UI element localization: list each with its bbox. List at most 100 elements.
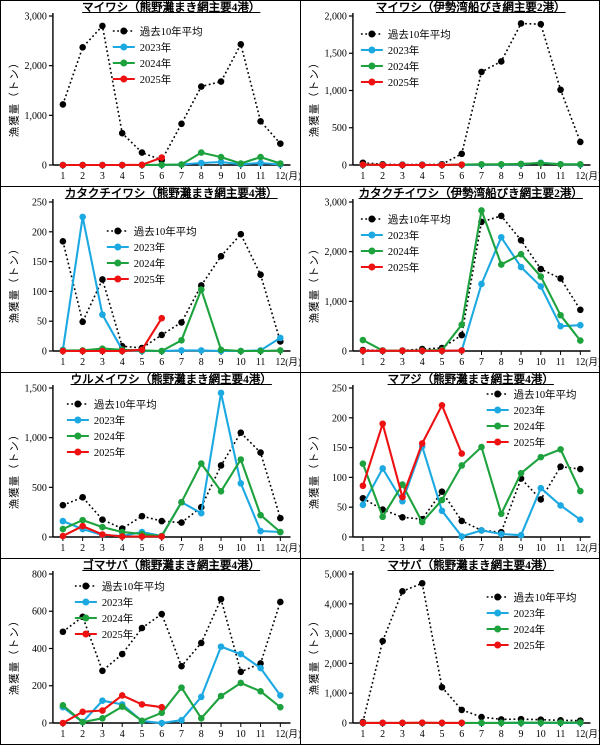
data-point-marker xyxy=(217,488,225,495)
data-point-marker xyxy=(237,480,245,487)
x-tick-label: 4 xyxy=(419,357,424,368)
y-tick-label: 1,500 xyxy=(24,383,46,394)
data-point-marker xyxy=(257,688,264,695)
legend-label: 2025年 xyxy=(387,261,418,274)
series-2025年 xyxy=(59,522,166,540)
data-point-marker xyxy=(138,512,146,520)
data-point-marker xyxy=(99,715,106,722)
x-tick-label: 3 xyxy=(399,357,404,368)
data-point-marker xyxy=(158,533,166,540)
data-point-marker xyxy=(477,207,485,214)
data-point-marker xyxy=(438,683,445,691)
data-point-marker xyxy=(457,533,465,540)
legend-marker-dot xyxy=(493,406,501,414)
data-point-marker xyxy=(197,460,205,467)
data-point-marker xyxy=(99,667,106,675)
series-line xyxy=(62,681,281,724)
x-tick-label: 2 xyxy=(80,357,85,368)
data-point-marker xyxy=(79,718,86,726)
y-ticks: 0 1,000 2,000 3,000 xyxy=(324,197,353,358)
data-point-marker xyxy=(457,517,465,525)
x-tick-label: 7 xyxy=(478,357,483,368)
x-tick-label: 8 xyxy=(199,543,204,554)
x-tick-label: 9 xyxy=(518,171,523,182)
x-tick-label: 5 xyxy=(139,357,144,368)
data-point-marker xyxy=(438,161,445,169)
x-tick-label: 12 xyxy=(275,543,285,554)
data-point-marker xyxy=(398,493,406,501)
legend: 過去10年平均 2023年 2024年 2025年 xyxy=(112,25,203,86)
data-point-marker xyxy=(158,719,166,727)
y-tick-label: 1,000 xyxy=(24,433,46,444)
data-point-marker xyxy=(237,41,245,48)
x-tick-label: 11 xyxy=(555,543,565,554)
legend: 過去10年平均 2023年 2024年 2025年 xyxy=(74,580,165,641)
data-point-marker xyxy=(457,150,465,158)
data-point-marker xyxy=(277,528,284,536)
data-point-marker xyxy=(257,117,264,125)
data-point-marker xyxy=(477,160,485,168)
data-point-marker xyxy=(99,22,106,30)
legend-label: 過去10年平均 xyxy=(140,25,203,38)
data-point-marker xyxy=(517,250,524,258)
x-tick-label: 1 xyxy=(360,729,365,740)
y-tick-label: 250 xyxy=(32,197,47,208)
data-point-marker xyxy=(99,276,106,283)
x-tick-label: 2 xyxy=(80,171,85,182)
data-point-marker xyxy=(118,703,126,710)
data-point-marker xyxy=(217,78,225,85)
x-tick-label: 5 xyxy=(139,171,144,182)
data-point-marker xyxy=(59,525,67,533)
x-tick-label: 6 xyxy=(459,543,464,554)
data-point-marker xyxy=(237,429,245,436)
data-point-marker xyxy=(457,462,465,469)
series-average xyxy=(359,20,584,168)
data-point-marker xyxy=(217,346,225,354)
chart-title: ウルメイワシ（熊野灘まき網主要4港） xyxy=(70,374,272,386)
data-point-marker xyxy=(178,319,185,326)
y-tick-label: 1,000 xyxy=(24,111,46,122)
series-line xyxy=(62,598,282,673)
x-tick-label: 10 xyxy=(236,543,246,554)
legend-marker-dot xyxy=(114,227,122,235)
data-point-marker xyxy=(418,719,425,727)
chart-plot: 0200400600800123456789101112(月)過去10年平均20… xyxy=(32,569,300,740)
data-point-marker xyxy=(517,469,524,477)
x-tick-label: 12 xyxy=(575,729,585,740)
y-ticks: 0 1,000 2,000 3,000 xyxy=(24,11,53,172)
legend-label: 2023年 xyxy=(387,229,418,242)
x-tick-label: 11 xyxy=(256,729,266,740)
data-point-marker xyxy=(497,233,505,241)
data-point-marker xyxy=(197,149,205,156)
series-line xyxy=(361,404,463,499)
x-tick-label: 10 xyxy=(236,171,246,182)
series-line xyxy=(62,156,163,167)
y-tick-label: 600 xyxy=(32,607,47,618)
legend-label: 2024年 xyxy=(94,430,125,443)
data-point-marker xyxy=(277,334,284,342)
data-point-marker xyxy=(556,322,564,330)
data-point-marker xyxy=(457,347,465,354)
data-point-marker xyxy=(217,462,225,469)
x-tick-label: 9 xyxy=(518,357,523,368)
legend-marker-dot xyxy=(74,400,82,408)
data-point-marker xyxy=(79,522,86,530)
chart-panel-urumeiwashi-kumano: ウルメイワシ（熊野灘まき網主要4港） 漁獲量（トン） 0 500 1,000 1,50… xyxy=(1,373,300,558)
legend-label: 2024年 xyxy=(513,420,544,433)
x-tick-label: 7 xyxy=(179,729,184,740)
data-point-marker xyxy=(99,347,106,355)
data-point-marker xyxy=(217,389,225,397)
x-tick-label: 3 xyxy=(100,357,105,368)
y-tick-label: 0 xyxy=(42,532,47,543)
legend: 過去10年平均 2023年 2024年 2025年 xyxy=(106,225,197,286)
data-point-marker xyxy=(537,484,544,492)
x-tick-label: 5 xyxy=(439,729,444,740)
data-point-marker xyxy=(257,660,264,667)
data-point-marker xyxy=(99,531,106,538)
data-point-marker xyxy=(398,481,406,488)
data-point-marker xyxy=(59,517,67,525)
data-point-marker xyxy=(79,493,86,501)
